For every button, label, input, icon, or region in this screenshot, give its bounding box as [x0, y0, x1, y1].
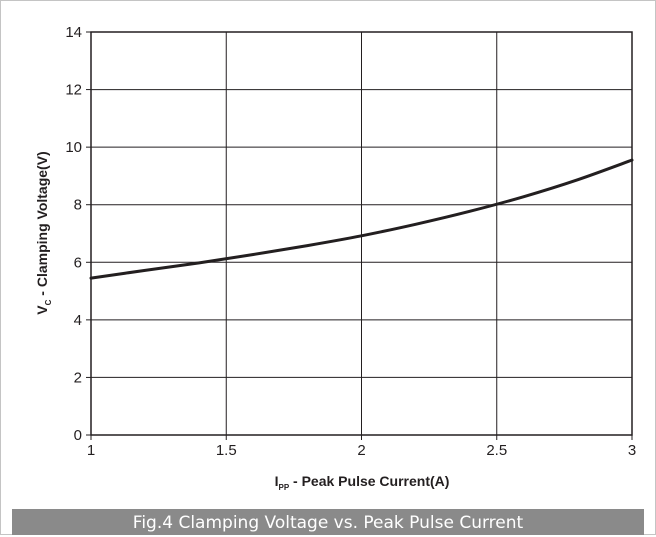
x-tick-label: 2: [357, 442, 365, 459]
y-tick-label: 14: [65, 24, 82, 41]
x-axis-subscript: PP: [278, 483, 290, 492]
y-axis-subscript: C: [44, 299, 53, 306]
series-line: [89, 158, 634, 280]
x-axis-text: - Peak Pulse Current(A): [289, 473, 450, 489]
grid: [86, 31, 633, 440]
y-tick-label: 10: [65, 139, 82, 156]
x-tick-label: 1: [87, 442, 95, 459]
y-tick-label: 8: [74, 197, 82, 214]
x-tick-label: 1.5: [216, 442, 237, 459]
tick-labels: 0 2 4 6 8 10 12 14 1 1.5 2 2.5 3: [65, 24, 636, 459]
x-axis-symbol: I: [274, 473, 279, 489]
y-tick-label: 6: [74, 254, 82, 271]
y-axis-label: VC - Clamping Voltage(V): [34, 151, 53, 315]
y-axis-symbol: V: [34, 305, 50, 315]
x-tick-label: 3: [628, 442, 636, 459]
y-tick-label: 12: [65, 82, 82, 99]
x-tick-label: 2.5: [486, 442, 507, 459]
y-tick-label: 0: [74, 427, 82, 444]
y-axis-text: - Clamping Voltage(V): [34, 151, 50, 300]
figure-caption: Fig.4 Clamping Voltage vs. Peak Pulse Cu…: [12, 509, 644, 535]
y-tick-label: 2: [74, 369, 82, 386]
plot-border: [90, 31, 633, 436]
x-axis-label: IPP - Peak Pulse Current(A): [274, 473, 450, 492]
y-tick-label: 4: [74, 312, 82, 329]
